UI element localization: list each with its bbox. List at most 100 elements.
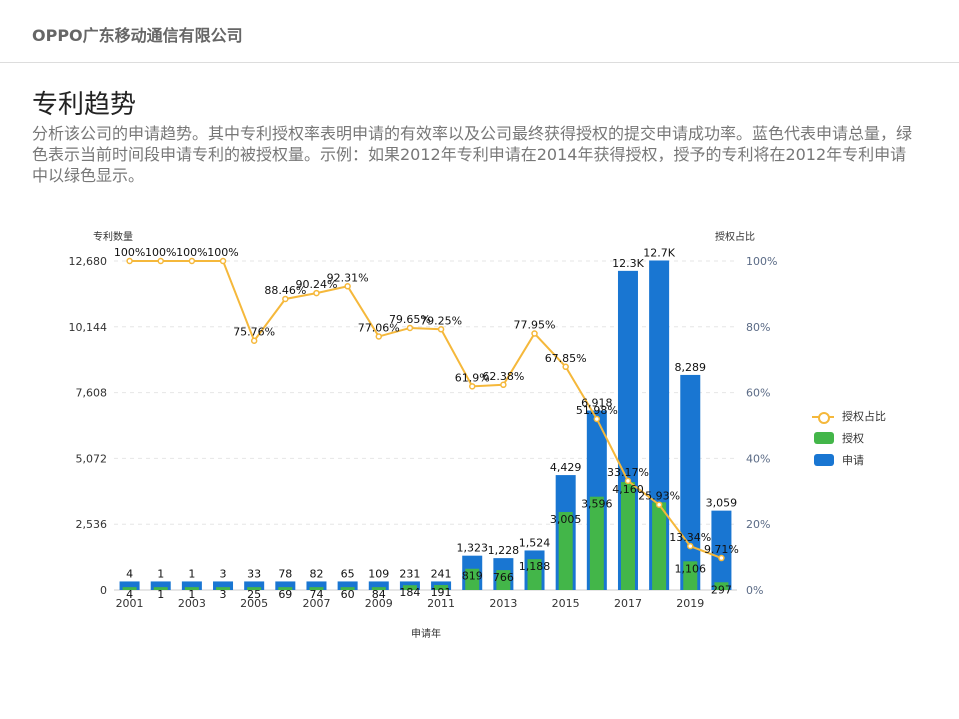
grant-data-label: 3,596 bbox=[581, 498, 613, 511]
grant-data-label: 191 bbox=[431, 586, 452, 599]
ratio-data-label: 90.24% bbox=[295, 278, 337, 291]
y-tick-label: 10,144 bbox=[69, 321, 108, 334]
grant-bar bbox=[122, 587, 137, 590]
grant-bar bbox=[465, 568, 480, 590]
y2-tick-label: 0% bbox=[746, 584, 763, 597]
apply-data-label: 6,918 bbox=[581, 397, 613, 410]
y-tick-label: 2,536 bbox=[76, 518, 108, 531]
ratio-data-label: 100% bbox=[207, 246, 238, 259]
apply-data-label: 1 bbox=[157, 567, 164, 580]
apply-data-label: 1,228 bbox=[488, 544, 520, 557]
apply-series-icon bbox=[814, 454, 834, 466]
y2-tick-label: 80% bbox=[746, 321, 770, 334]
x-tick-label: 2001 bbox=[116, 597, 144, 610]
apply-data-label: 241 bbox=[431, 567, 452, 580]
x-axis-title: 申请年 bbox=[411, 627, 441, 640]
apply-data-label: 231 bbox=[399, 567, 420, 580]
ratio-data-label: 100% bbox=[114, 246, 145, 259]
ratio-point bbox=[344, 283, 351, 290]
ratio-point bbox=[282, 295, 289, 303]
apply-data-label: 1,524 bbox=[519, 536, 551, 549]
page-description: 分析该公司的申请趋势。其中专利授权率表明申请的有效率以及公司最终获得授权的提交申… bbox=[32, 124, 913, 185]
page-title: 专利趋势 bbox=[32, 90, 137, 120]
ratio-point bbox=[531, 330, 538, 337]
grant-data-label: 819 bbox=[462, 570, 483, 583]
grant-data-label: 3,005 bbox=[550, 513, 582, 526]
apply-data-label: 109 bbox=[368, 567, 389, 580]
grant-data-label: 1 bbox=[188, 588, 195, 601]
y-tick-label: 0 bbox=[100, 584, 107, 597]
ratio-data-label: 61.9% bbox=[455, 371, 490, 384]
ratio-data-label: 51.98% bbox=[576, 404, 618, 417]
grant-data-label: 1,106 bbox=[675, 562, 707, 575]
x-tick-label: 2003 bbox=[178, 597, 206, 610]
grant-series-icon bbox=[814, 432, 834, 444]
ratio-data-label: 79.65% bbox=[389, 313, 431, 326]
ratio-data-label: 33.17% bbox=[607, 466, 649, 479]
apply-bar bbox=[306, 581, 327, 590]
apply-data-label: 82 bbox=[309, 567, 323, 580]
grant-bar bbox=[278, 587, 293, 590]
grant-bar bbox=[496, 570, 511, 590]
y-tick-label: 12,680 bbox=[69, 255, 108, 268]
company-name: OPPO广东移动通信有限公司 bbox=[32, 26, 243, 45]
grant-bar bbox=[247, 587, 262, 590]
apply-data-label: 4,429 bbox=[550, 461, 582, 474]
apply-bar bbox=[181, 581, 202, 590]
ratio-data-label: 79.25% bbox=[420, 314, 462, 327]
x-tick-label: 2009 bbox=[365, 597, 393, 610]
x-tick-label: 2005 bbox=[240, 597, 268, 610]
grant-data-label: 184 bbox=[399, 586, 420, 599]
apply-bar bbox=[213, 581, 234, 590]
ratio-data-label: 75.76% bbox=[233, 326, 275, 339]
ratio-point bbox=[687, 542, 694, 550]
grant-data-label: 1 bbox=[157, 588, 164, 601]
ratio-point bbox=[126, 257, 133, 265]
apply-bar bbox=[275, 581, 296, 590]
grant-bar bbox=[153, 587, 168, 590]
apply-data-label: 1,323 bbox=[456, 542, 488, 555]
apply-bar bbox=[337, 581, 358, 590]
apply-bar bbox=[711, 510, 732, 590]
grant-bar bbox=[216, 587, 231, 590]
ratio-point bbox=[406, 324, 414, 332]
x-tick-label: 2013 bbox=[489, 597, 517, 610]
ratio-line bbox=[129, 260, 722, 559]
ratio-point bbox=[157, 257, 164, 265]
ratio-point bbox=[437, 326, 445, 333]
apply-bar bbox=[368, 581, 389, 590]
grant-data-label: 84 bbox=[372, 588, 386, 601]
ratio-data-label: 13.34% bbox=[669, 531, 711, 544]
y-tick-label: 5,072 bbox=[76, 452, 108, 465]
legend-label-apply: 申请 bbox=[842, 454, 864, 467]
header-divider bbox=[0, 62, 959, 63]
grant-bar bbox=[527, 559, 542, 590]
x-tick-label: 2017 bbox=[614, 597, 642, 610]
apply-data-label: 12.3K bbox=[612, 257, 644, 270]
grant-bar bbox=[589, 496, 604, 590]
x-tick-label: 2019 bbox=[676, 597, 704, 610]
grant-data-label: 25 bbox=[247, 588, 261, 601]
ratio-data-label: 67.85% bbox=[545, 352, 587, 365]
ratio-point bbox=[718, 554, 725, 562]
y2-tick-label: 100% bbox=[746, 255, 777, 268]
apply-data-label: 1 bbox=[188, 567, 195, 580]
x-tick-label: 2007 bbox=[302, 597, 330, 610]
line-series-icon bbox=[812, 412, 834, 424]
y-tick-label: 7,608 bbox=[76, 387, 108, 400]
ratio-data-label: 100% bbox=[176, 246, 207, 259]
apply-data-label: 3,059 bbox=[706, 497, 738, 510]
y-axis-title: 专利数量 bbox=[93, 230, 133, 243]
grant-bar bbox=[371, 587, 386, 590]
y2-tick-label: 60% bbox=[746, 387, 770, 400]
grant-bar bbox=[714, 582, 729, 590]
ratio-point bbox=[624, 477, 632, 485]
legend-label-grant: 授权 bbox=[842, 432, 864, 445]
grant-data-label: 4 bbox=[126, 588, 133, 601]
ratio-point bbox=[188, 257, 196, 265]
grant-data-label: 74 bbox=[309, 588, 323, 601]
ratio-data-label: 25.93% bbox=[638, 490, 680, 503]
grant-data-label: 4,160 bbox=[612, 483, 644, 496]
x-tick-label: 2011 bbox=[427, 597, 455, 610]
